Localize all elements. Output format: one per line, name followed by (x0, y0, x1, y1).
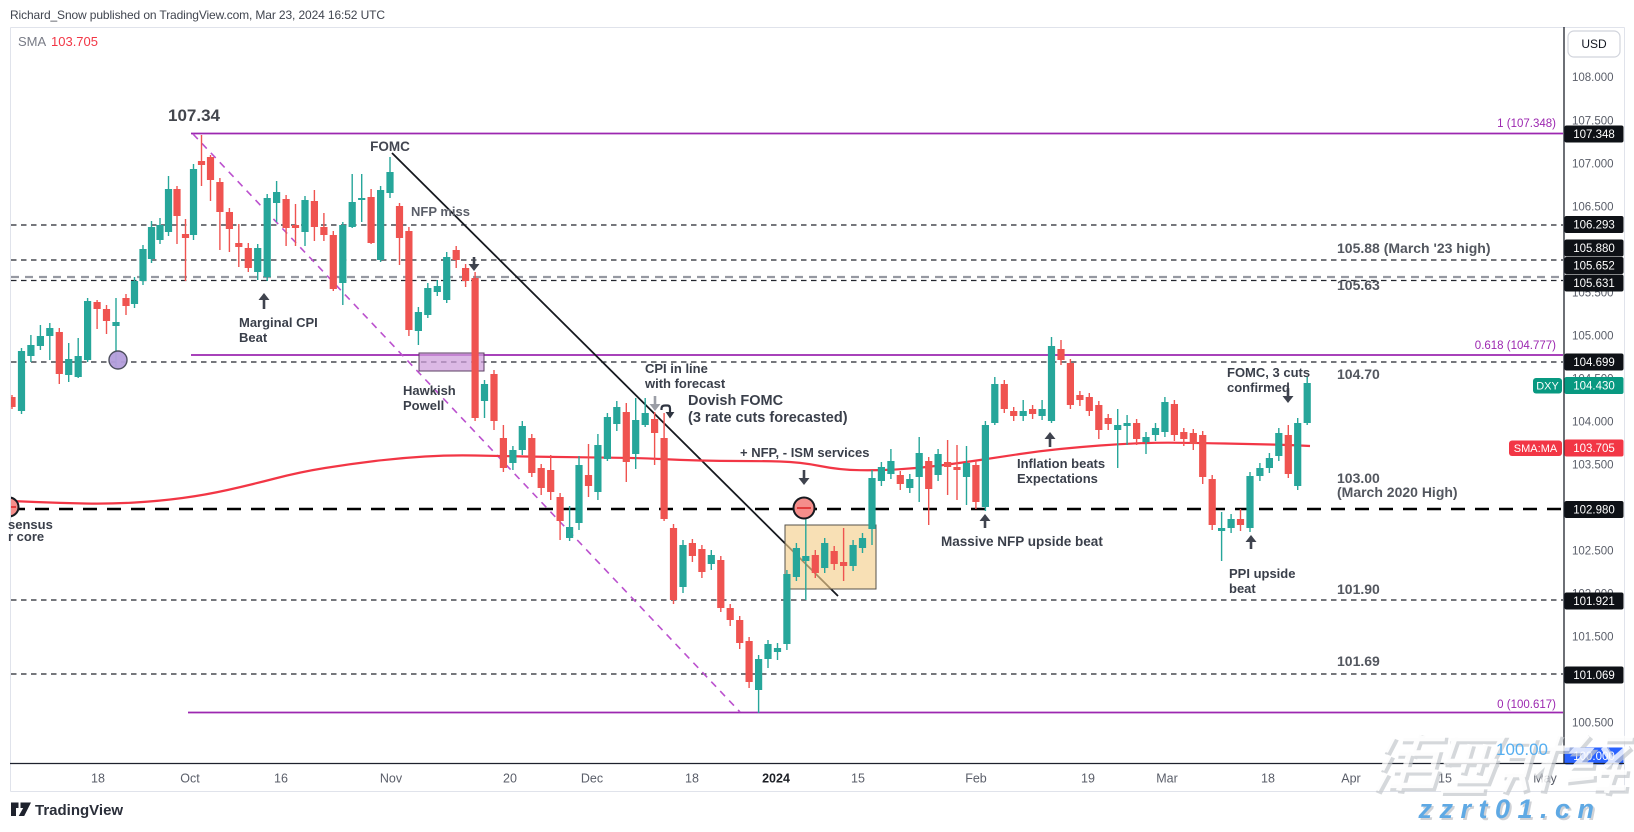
svg-text:Marginal CPI: Marginal CPI (239, 315, 318, 330)
svg-text:101.90: 101.90 (1337, 581, 1380, 597)
svg-text:105.88 (March '23 high): 105.88 (March '23 high) (1337, 240, 1491, 256)
svg-text:Beat: Beat (239, 330, 268, 345)
svg-text:101.069: 101.069 (1573, 670, 1615, 682)
svg-text:104.70: 104.70 (1337, 366, 1380, 382)
svg-text:104.000: 104.000 (1572, 417, 1614, 429)
svg-text:19: 19 (1081, 772, 1095, 786)
svg-text:zzrt01.cn: zzrt01.cn (1417, 794, 1601, 824)
svg-text:101.69: 101.69 (1337, 653, 1380, 669)
svg-text:Powell: Powell (403, 398, 444, 413)
svg-text:r core: r core (8, 529, 44, 544)
svg-text:FOMC: FOMC (370, 139, 410, 154)
svg-text:with forecast: with forecast (644, 376, 726, 391)
svg-text:101.921: 101.921 (1573, 596, 1615, 608)
svg-text:Apr: Apr (1341, 772, 1360, 786)
svg-text:Oct: Oct (180, 772, 200, 786)
svg-text:103.705: 103.705 (1573, 443, 1615, 455)
svg-text:18: 18 (91, 772, 105, 786)
svg-text:sensus: sensus (8, 517, 53, 532)
svg-text:DXY: DXY (1536, 381, 1559, 393)
svg-text:CPI in line: CPI in line (645, 361, 708, 376)
svg-text:106.500: 106.500 (1572, 202, 1614, 214)
svg-text:108.000: 108.000 (1572, 72, 1614, 84)
svg-text:102.500: 102.500 (1572, 546, 1614, 558)
svg-text:1 (107.348): 1 (107.348) (1497, 118, 1556, 130)
svg-text:USD: USD (1581, 37, 1607, 51)
svg-text:18: 18 (685, 772, 699, 786)
svg-text:confirmed: confirmed (1227, 380, 1290, 395)
svg-text:+ NFP, - ISM services: + NFP, - ISM services (740, 445, 869, 460)
svg-text:Nov: Nov (380, 772, 403, 786)
svg-text:SMA: SMA (18, 34, 47, 49)
svg-text:zzrt01.cn: zzrt01.cn (1419, 796, 1603, 826)
svg-text:105.000: 105.000 (1572, 331, 1614, 343)
svg-text:Richard_Snow published on Trad: Richard_Snow published on TradingView.co… (10, 8, 385, 22)
svg-text:101.500: 101.500 (1572, 632, 1614, 644)
svg-text:104.430: 104.430 (1573, 381, 1615, 393)
svg-text:Hawkish: Hawkish (403, 383, 456, 398)
svg-text:107.348: 107.348 (1573, 129, 1615, 141)
svg-text:Dovish FOMC: Dovish FOMC (688, 393, 784, 409)
svg-text:103.00: 103.00 (1337, 470, 1380, 486)
svg-text:107.000: 107.000 (1572, 159, 1614, 171)
svg-text:PPI upside: PPI upside (1229, 566, 1295, 581)
svg-text:Expectations: Expectations (1017, 471, 1098, 486)
svg-text:105.880: 105.880 (1573, 243, 1615, 255)
svg-text:(March 2020 High): (March 2020 High) (1337, 484, 1458, 500)
svg-text:105.631: 105.631 (1573, 278, 1615, 290)
svg-text:104.699: 104.699 (1573, 357, 1615, 369)
svg-text:Dec: Dec (581, 772, 603, 786)
svg-text:FOMC, 3 cuts: FOMC, 3 cuts (1227, 365, 1310, 380)
svg-text:SMA:MA: SMA:MA (1514, 443, 1558, 455)
svg-text:100.500: 100.500 (1572, 718, 1614, 730)
svg-text:18: 18 (1261, 772, 1275, 786)
svg-text:Mar: Mar (1156, 772, 1178, 786)
svg-text:TradingView: TradingView (35, 802, 123, 819)
svg-text:NFP miss: NFP miss (411, 204, 470, 219)
svg-text:Feb: Feb (965, 772, 987, 786)
svg-text:Inflation beats: Inflation beats (1017, 456, 1105, 471)
svg-text:103.500: 103.500 (1572, 460, 1614, 472)
svg-text:100.00: 100.00 (1496, 740, 1548, 759)
svg-text:105.63: 105.63 (1337, 277, 1380, 293)
svg-text:103.705: 103.705 (51, 34, 98, 49)
svg-text:15: 15 (1438, 772, 1452, 786)
svg-text:16: 16 (274, 772, 288, 786)
svg-text:107.34: 107.34 (168, 106, 221, 125)
svg-text:(3 rate cuts forecasted): (3 rate cuts forecasted) (688, 410, 848, 426)
svg-text:107.500: 107.500 (1572, 116, 1614, 128)
svg-text:106.293: 106.293 (1573, 220, 1615, 232)
svg-text:15: 15 (851, 772, 865, 786)
svg-text:20: 20 (503, 772, 517, 786)
svg-text:Massive NFP upside beat: Massive NFP upside beat (941, 534, 1103, 549)
svg-text:105.652: 105.652 (1573, 261, 1615, 273)
svg-text:2024: 2024 (762, 772, 790, 786)
svg-text:0 (100.617): 0 (100.617) (1497, 699, 1556, 711)
svg-text:0.618 (104.777): 0.618 (104.777) (1475, 340, 1556, 352)
svg-text:102.980: 102.980 (1573, 505, 1615, 517)
svg-text:beat: beat (1229, 581, 1256, 596)
